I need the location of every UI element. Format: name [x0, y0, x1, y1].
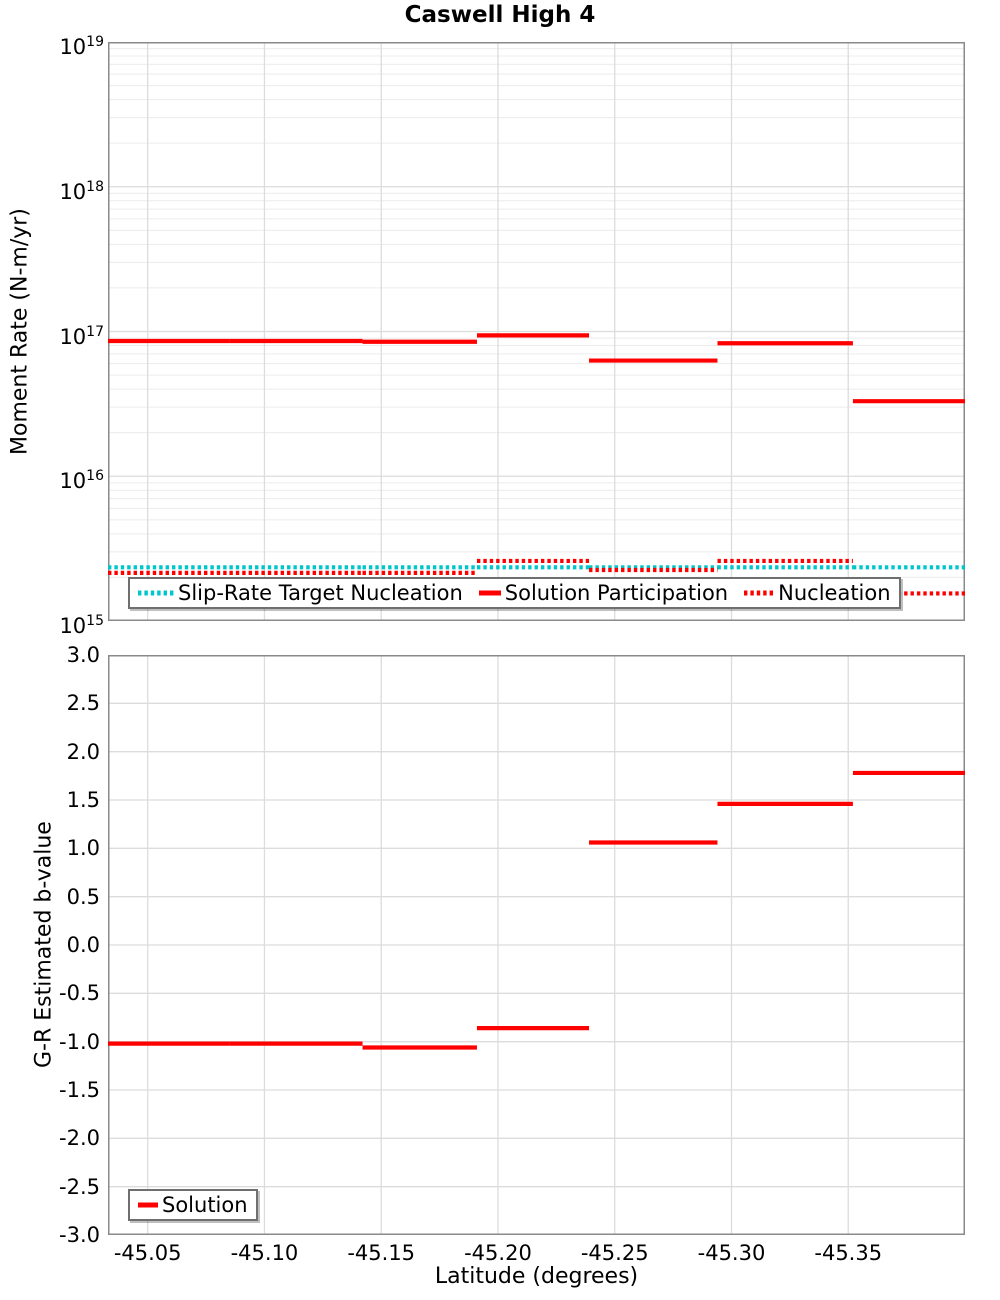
x-axis-label: Latitude (degrees): [434, 1264, 639, 1289]
x-tick-label: -45.30: [697, 1241, 766, 1265]
top-legend: Slip-Rate Target Nucleation Solution Par…: [128, 577, 901, 609]
y-tick-label: -0.5: [59, 981, 100, 1006]
y-tick-label: -1.5: [59, 1078, 100, 1102]
y-tick-label: 1.5: [66, 788, 100, 812]
legend-label-nucleation: Nucleation: [778, 581, 891, 605]
solution-line-sample-icon: [138, 1202, 158, 1208]
slip-rate-target-line-sample-icon: [138, 590, 174, 596]
y-tick-label: -3.0: [59, 1223, 100, 1247]
y-tick-label: -2.0: [59, 1126, 100, 1151]
y-tick-label: 0.0: [66, 933, 100, 957]
y-tick-label: 1016: [59, 468, 104, 494]
y-tick-label: 2.5: [66, 691, 100, 716]
legend-label-solution: Solution: [162, 1193, 248, 1217]
y-tick-label: 1019: [59, 34, 104, 59]
y-tick-label: -1.0: [59, 1029, 100, 1054]
y-tick-label: 1017: [59, 323, 104, 349]
bottom-legend: Solution: [128, 1189, 258, 1221]
nucleation-line-sample-icon: [744, 590, 775, 596]
chart-title: Caswell High 4: [404, 2, 596, 28]
y-tick-label: 1015: [59, 613, 104, 638]
solution-participation-line-sample-icon: [478, 590, 501, 596]
legend-label-solution-participation: Solution Participation: [504, 581, 729, 605]
y-tick-label: 1.0: [66, 836, 100, 861]
x-tick-label: -45.35: [814, 1241, 883, 1265]
x-tick-label: -45.25: [580, 1241, 649, 1265]
top-plot-area: [108, 42, 965, 621]
plot-border: [108, 42, 965, 621]
y-tick-label: 1018: [59, 178, 104, 204]
y-tick-label: 3.0: [66, 643, 100, 667]
x-tick-label: -45.10: [230, 1241, 299, 1265]
x-tick-label: -45.05: [113, 1241, 182, 1265]
x-tick-label: -45.15: [347, 1241, 416, 1265]
y-tick-label: 0.5: [66, 884, 100, 909]
x-tick-label: -45.20: [464, 1241, 532, 1265]
legend-label-slip-rate-target-nucleation: Slip-Rate Target Nucleation: [178, 581, 463, 605]
plot-border: [108, 655, 965, 1235]
y-tick-label: 2.0: [66, 739, 100, 764]
bottom-plot-area: [108, 655, 965, 1235]
y-tick-label: -2.5: [59, 1174, 100, 1199]
